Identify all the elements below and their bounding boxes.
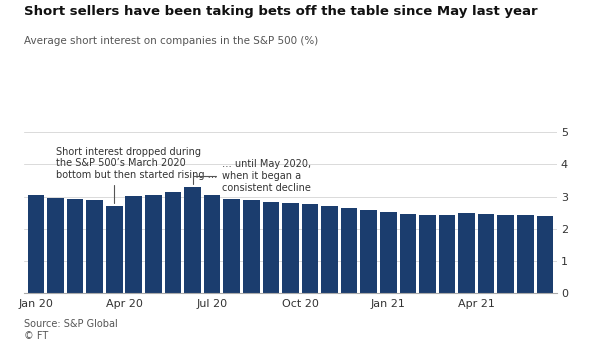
Bar	[302, 204, 318, 293]
Bar	[145, 195, 162, 293]
Bar	[87, 201, 103, 293]
Text: Short sellers have been taking bets off the table since May last year: Short sellers have been taking bets off …	[24, 5, 538, 18]
Bar	[184, 187, 201, 293]
Bar	[321, 206, 338, 293]
Bar	[478, 214, 494, 293]
Bar	[497, 214, 514, 293]
Bar	[263, 202, 279, 293]
Bar	[165, 192, 181, 293]
Text: Short interest dropped during
the S&P 500’s March 2020
bottom but then started r: Short interest dropped during the S&P 50…	[56, 147, 217, 203]
Bar	[380, 212, 397, 293]
Bar	[125, 196, 142, 293]
Bar	[341, 208, 358, 293]
Bar	[223, 199, 240, 293]
Bar	[47, 197, 64, 293]
Bar	[458, 213, 475, 293]
Bar	[399, 214, 416, 293]
Bar	[243, 201, 260, 293]
Bar	[28, 195, 44, 293]
Bar	[361, 210, 377, 293]
Bar	[517, 215, 534, 293]
Bar	[537, 216, 553, 293]
Bar	[67, 199, 83, 293]
Bar	[439, 215, 456, 293]
Text: Average short interest on companies in the S&P 500 (%): Average short interest on companies in t…	[24, 36, 318, 46]
Bar	[282, 203, 299, 293]
Text: Source: S&P Global
© FT: Source: S&P Global © FT	[24, 320, 118, 341]
Text: … until May 2020,
when it began a
consistent decline: … until May 2020, when it began a consis…	[192, 160, 311, 193]
Bar	[419, 215, 436, 293]
Bar	[106, 206, 123, 293]
Bar	[204, 195, 220, 293]
